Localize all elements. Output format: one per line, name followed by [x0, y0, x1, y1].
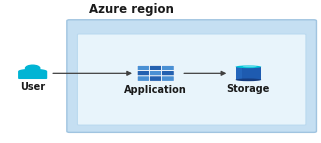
FancyBboxPatch shape: [161, 65, 174, 71]
Ellipse shape: [236, 65, 261, 68]
Ellipse shape: [236, 79, 261, 81]
FancyBboxPatch shape: [137, 65, 150, 71]
Ellipse shape: [243, 66, 257, 67]
FancyBboxPatch shape: [236, 67, 242, 80]
FancyBboxPatch shape: [149, 71, 162, 76]
Polygon shape: [19, 69, 47, 78]
Text: User: User: [20, 82, 45, 92]
Text: Azure region: Azure region: [89, 3, 173, 16]
FancyBboxPatch shape: [137, 76, 150, 81]
FancyBboxPatch shape: [161, 71, 174, 76]
FancyBboxPatch shape: [161, 76, 174, 81]
FancyBboxPatch shape: [67, 20, 317, 132]
Text: Application: Application: [124, 85, 187, 95]
FancyBboxPatch shape: [236, 67, 261, 80]
Text: Storage: Storage: [227, 84, 270, 94]
Circle shape: [25, 65, 40, 71]
FancyBboxPatch shape: [149, 76, 162, 81]
FancyBboxPatch shape: [77, 34, 306, 125]
FancyBboxPatch shape: [149, 65, 162, 71]
FancyBboxPatch shape: [137, 71, 150, 76]
